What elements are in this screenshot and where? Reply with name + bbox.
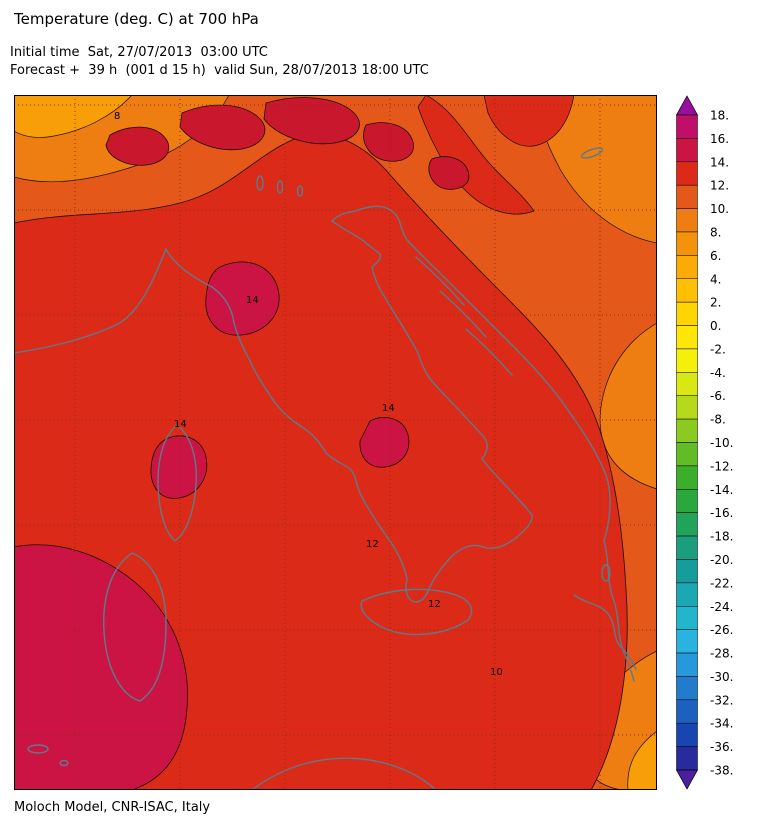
colorbar-segment	[676, 512, 698, 537]
colorbar-tick-label: -2.	[710, 342, 726, 356]
coastlines	[13, 147, 637, 791]
colorbar-segment	[676, 184, 698, 209]
colorbar-segment	[676, 301, 698, 326]
colorbar-tick-label: 14.	[710, 155, 729, 169]
colorbar-arrow-up	[675, 95, 699, 116]
colorbar-tick-label: 16.	[710, 132, 729, 146]
island-balearic	[27, 744, 49, 754]
colorbar-segment	[676, 722, 698, 747]
colorbar-tick-label: -16.	[710, 506, 733, 520]
colorbar-arrow-down	[675, 769, 699, 790]
colorbar-segment	[676, 161, 698, 186]
colorbar-segment	[676, 489, 698, 513]
colorbar-segment	[676, 746, 698, 771]
coastline-greece	[573, 594, 637, 670]
colorbar-tick-label: -20.	[710, 553, 733, 567]
coastline-dalmatian-islands	[415, 256, 465, 306]
colorbar: 18. 16. 14. 12. 10. 8. 6. 4. 2. 0. -2. -4. -6. -8. -10…	[675, 95, 760, 795]
colorbar-segment	[676, 676, 698, 701]
colorbar-tick-label: 6.	[710, 249, 721, 263]
colorbar-segment	[676, 699, 698, 724]
coastline-italy	[13, 205, 533, 603]
contour-label: 12	[428, 599, 441, 610]
forecast-line: Forecast + 39 h (001 d 15 h) valid Sun, …	[10, 63, 429, 78]
colorbar-segment	[676, 582, 698, 607]
colorbar-segment	[676, 348, 698, 373]
colorbar-segment	[676, 629, 698, 654]
colorbar-tick-label: -30.	[710, 670, 733, 684]
colorbar-tick-label: -38.	[710, 764, 733, 778]
colorbar-segment	[676, 255, 698, 279]
alpine-warm-pockets	[105, 97, 470, 190]
colorbar-segment	[676, 442, 698, 467]
colorbar-tick-label: 12.	[710, 179, 729, 193]
map-svg: 8 14 14 14 12 12 10	[13, 94, 658, 791]
colorbar-tick-label: -28.	[710, 647, 733, 661]
colorbar-tick-label: -8.	[710, 413, 726, 427]
colorbar-segment	[676, 652, 698, 677]
colorbar-svg: 18. 16. 14. 12. 10. 8. 6. 4. 2. 0. -2. -4. -6. -8. -10…	[675, 95, 733, 790]
colorbar-segment	[676, 606, 698, 630]
colorbar-tick-label: 2.	[710, 296, 721, 310]
colorbar-tick-label: -24.	[710, 600, 733, 614]
temperature-map: 8 14 14 14 12 12 10	[13, 94, 658, 791]
page-title: Temperature (deg. C) at 700 hPa	[14, 10, 259, 28]
colorbar-tick-label: 8.	[710, 225, 721, 239]
map-border	[14, 95, 657, 790]
model-credit: Moloch Model, CNR-ISAC, Italy	[14, 800, 211, 815]
coastline-sicily	[360, 588, 473, 636]
colorbar-tick-label: -34.	[710, 717, 733, 731]
contour-label: 14	[246, 295, 259, 306]
colorbar-tick-label: -18.	[710, 530, 733, 544]
colorbar-segment	[676, 559, 698, 584]
colorbar-segment	[676, 208, 698, 233]
colorbar-tick-label: -10.	[710, 436, 733, 450]
colorbar-segment	[676, 114, 698, 139]
colorbar-segment	[676, 418, 698, 443]
colorbar-tick-label: -4.	[710, 366, 726, 380]
coastline-balkans	[392, 211, 635, 682]
colorbar-tick-label: -22.	[710, 576, 733, 590]
contour-label: 10	[490, 667, 503, 678]
colorbar-segment	[676, 372, 698, 396]
coastline-sardinia	[103, 552, 167, 702]
colorbar-tick-label: -36.	[710, 740, 733, 754]
contour-label: 12	[366, 539, 379, 550]
initial-time-line: Initial time Sat, 27/07/2013 03:00 UTC	[10, 45, 268, 60]
colorbar-tick-label: 10.	[710, 202, 729, 216]
colorbar-segment	[676, 278, 698, 303]
field-zones-14-16	[13, 261, 410, 791]
coastline-africa	[251, 757, 437, 791]
field-zones-6-8	[13, 94, 658, 791]
colorbar-tick-label: -32.	[710, 693, 733, 707]
colorbar-tick-label: -12.	[710, 459, 733, 473]
colorbar-segment	[676, 535, 698, 560]
contour-label: 14	[382, 403, 395, 414]
lake	[256, 175, 264, 191]
colorbar-tick-label: 4.	[710, 272, 721, 286]
colorbar-tick-label: 0.	[710, 319, 721, 333]
colorbar-segment	[676, 395, 698, 420]
colorbar-segment	[676, 138, 698, 163]
colorbar-tick-label: 18.	[710, 109, 729, 123]
contour-label: 8	[114, 111, 120, 122]
island-corfu	[601, 564, 611, 582]
colorbar-segment	[676, 465, 698, 490]
field-patches-12-14	[417, 94, 575, 215]
colorbar-segment	[676, 231, 698, 256]
colorbar-tick-label: -14.	[710, 483, 733, 497]
colorbar-tick-label: -26.	[710, 623, 733, 637]
lake-balaton	[580, 147, 604, 159]
colorbar-tick-label: -6.	[710, 389, 726, 403]
coastline-corsica	[157, 424, 198, 542]
colorbar-segment	[676, 325, 698, 350]
contour-label: 14	[174, 419, 187, 430]
